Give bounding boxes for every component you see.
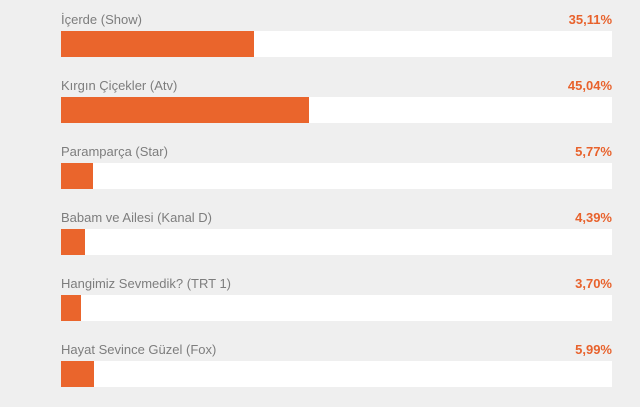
- option-percent: 3,70%: [575, 276, 612, 291]
- option-percent: 35,11%: [568, 12, 612, 27]
- option-label: İçerde (Show): [61, 12, 142, 27]
- poll-option[interactable]: İçerde (Show) 35,11%: [61, 11, 612, 77]
- poll-option[interactable]: Paramparça (Star) 5,77%: [61, 143, 612, 209]
- option-percent: 5,77%: [575, 144, 612, 159]
- option-label: Paramparça (Star): [61, 144, 168, 159]
- result-bar-fill: [61, 229, 86, 255]
- poll-option[interactable]: Hangimiz Sevmedik? (TRT 1) 3,70%: [61, 275, 612, 341]
- option-header: Hangimiz Sevmedik? (TRT 1) 3,70%: [61, 275, 612, 295]
- result-bar-fill: [61, 163, 93, 189]
- poll-option[interactable]: Babam ve Ailesi (Kanal D) 4,39%: [61, 209, 612, 275]
- option-percent: 4,39%: [575, 210, 612, 225]
- result-bar-track: [61, 295, 612, 321]
- option-header: Kırgın Çiçekler (Atv) 45,04%: [61, 77, 612, 97]
- option-header: Paramparça (Star) 5,77%: [61, 143, 612, 163]
- poll-results: İçerde (Show) 35,11% Kırgın Çiçekler (At…: [61, 11, 612, 407]
- option-label: Babam ve Ailesi (Kanal D): [61, 210, 213, 225]
- result-bar-fill: [61, 295, 82, 321]
- option-header: İçerde (Show) 35,11%: [61, 11, 612, 31]
- poll-option[interactable]: Kırgın Çiçekler (Atv) 45,04%: [61, 77, 612, 143]
- result-bar-track: [61, 361, 612, 387]
- result-bar-track: [61, 163, 612, 189]
- option-percent: 5,99%: [575, 342, 612, 357]
- result-bar-fill: [61, 31, 255, 57]
- poll-option[interactable]: Hayat Sevince Güzel (Fox) 5,99%: [61, 341, 612, 407]
- option-header: Hayat Sevince Güzel (Fox) 5,99%: [61, 341, 612, 361]
- option-label: Hangimiz Sevmedik? (TRT 1): [61, 276, 232, 291]
- result-bar-fill: [61, 361, 94, 387]
- option-header: Babam ve Ailesi (Kanal D) 4,39%: [61, 209, 612, 229]
- result-bar-fill: [61, 97, 310, 123]
- option-percent: 45,04%: [567, 78, 612, 93]
- option-label: Kırgın Çiçekler (Atv): [61, 78, 178, 93]
- result-bar-track: [61, 229, 612, 255]
- result-bar-track: [61, 31, 612, 57]
- option-label: Hayat Sevince Güzel (Fox): [61, 342, 217, 357]
- result-bar-track: [61, 97, 612, 123]
